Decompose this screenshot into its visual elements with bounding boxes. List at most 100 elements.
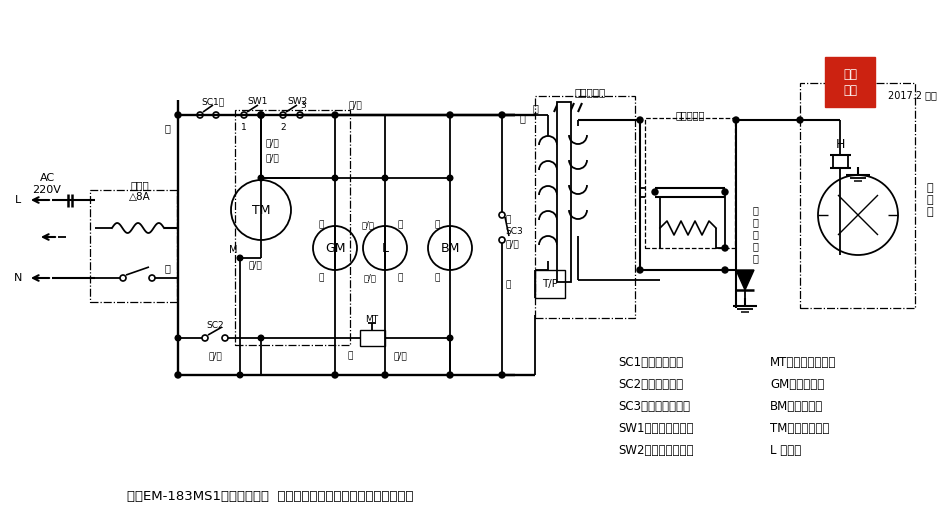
Circle shape xyxy=(637,117,643,123)
Circle shape xyxy=(722,189,728,195)
Text: 磁
控
管: 磁 控 管 xyxy=(926,183,933,217)
Text: 三洋EM-183MS1微波炉电路图  （此电路表示的是开门、非通电状态）: 三洋EM-183MS1微波炉电路图 （此电路表示的是开门、非通电状态） xyxy=(126,491,413,504)
Text: 黄/白: 黄/白 xyxy=(266,138,279,148)
Text: MT：磁控管限温器: MT：磁控管限温器 xyxy=(770,355,836,369)
Bar xyxy=(235,110,350,345)
Text: SC1：门联锁开关: SC1：门联锁开关 xyxy=(618,355,683,369)
Text: SW1: SW1 xyxy=(248,98,268,106)
Circle shape xyxy=(238,255,243,261)
Text: SW2：功率分配开关: SW2：功率分配开关 xyxy=(618,444,694,457)
Circle shape xyxy=(382,175,388,181)
Text: 黄/黄: 黄/黄 xyxy=(364,274,376,282)
Circle shape xyxy=(637,267,643,273)
Text: 棕: 棕 xyxy=(164,123,170,133)
Text: 黄: 黄 xyxy=(434,274,440,282)
Text: SC3：联锁监控开关: SC3：联锁监控开关 xyxy=(618,399,690,412)
Circle shape xyxy=(447,175,453,181)
Circle shape xyxy=(258,112,264,118)
Circle shape xyxy=(258,175,264,181)
Text: 高压变压器: 高压变压器 xyxy=(575,87,606,97)
Text: 吊史
助解: 吊史 助解 xyxy=(843,67,857,97)
Bar xyxy=(90,190,177,302)
Circle shape xyxy=(258,335,264,341)
Text: 2017.2 绘制: 2017.2 绘制 xyxy=(888,90,937,100)
Text: L ：炉灯: L ：炉灯 xyxy=(770,444,801,457)
Text: M: M xyxy=(229,245,237,255)
Circle shape xyxy=(722,245,728,251)
Circle shape xyxy=(499,112,505,118)
Text: AC: AC xyxy=(40,173,54,183)
Circle shape xyxy=(238,372,243,378)
Text: 黄: 黄 xyxy=(318,274,324,282)
Text: L: L xyxy=(382,242,389,255)
Text: 1: 1 xyxy=(241,124,247,133)
Text: SC1黄: SC1黄 xyxy=(201,98,224,106)
Text: BM: BM xyxy=(440,242,460,255)
Text: 黑: 黑 xyxy=(505,216,510,224)
Circle shape xyxy=(332,175,338,181)
Text: 白/黑: 白/黑 xyxy=(505,240,519,248)
Text: TM: TM xyxy=(252,204,270,217)
Text: 橙: 橙 xyxy=(519,113,525,123)
Text: BM：风扇电机: BM：风扇电机 xyxy=(770,399,824,412)
Text: 高: 高 xyxy=(752,205,758,215)
Text: 3: 3 xyxy=(300,101,306,110)
Text: L: L xyxy=(15,195,21,205)
Text: SC2: SC2 xyxy=(206,321,224,329)
Circle shape xyxy=(175,112,181,118)
Text: 白: 白 xyxy=(434,220,440,230)
Circle shape xyxy=(733,117,739,123)
Text: 蓝: 蓝 xyxy=(164,263,170,273)
Bar xyxy=(535,270,565,298)
Circle shape xyxy=(332,372,338,378)
Circle shape xyxy=(175,372,181,378)
Bar xyxy=(645,118,735,248)
Bar xyxy=(557,102,571,282)
Text: N: N xyxy=(14,273,22,283)
Text: H: H xyxy=(835,138,845,151)
Circle shape xyxy=(175,335,180,341)
Text: 黄/棕: 黄/棕 xyxy=(208,351,222,361)
Text: 橙: 橙 xyxy=(532,103,538,113)
Text: GM：转盘电机: GM：转盘电机 xyxy=(770,377,825,390)
Text: 棕: 棕 xyxy=(348,351,352,361)
Text: 管: 管 xyxy=(752,253,758,263)
Text: 白: 白 xyxy=(318,220,324,230)
Bar xyxy=(360,330,385,346)
Circle shape xyxy=(447,112,453,118)
Text: 白: 白 xyxy=(397,220,403,230)
Circle shape xyxy=(332,112,338,118)
Text: 黄/黑: 黄/黑 xyxy=(393,351,407,361)
Circle shape xyxy=(722,267,728,273)
Circle shape xyxy=(499,372,505,378)
Text: 黄/白: 黄/白 xyxy=(362,220,374,230)
Text: 橙/黑: 橙/黑 xyxy=(266,153,279,162)
Text: 二: 二 xyxy=(752,229,758,239)
Text: 2: 2 xyxy=(280,124,286,133)
Circle shape xyxy=(382,372,388,378)
Text: 白: 白 xyxy=(505,280,510,290)
Bar xyxy=(825,57,875,107)
Text: 压: 压 xyxy=(752,217,758,227)
Text: MT: MT xyxy=(366,315,378,325)
Polygon shape xyxy=(736,270,754,290)
Text: T/P: T/P xyxy=(542,279,558,289)
Text: 橙/黑: 橙/黑 xyxy=(348,101,362,110)
Text: SC3: SC3 xyxy=(505,228,522,236)
Text: SW2: SW2 xyxy=(287,98,307,106)
Circle shape xyxy=(797,117,803,123)
Text: SW1：定时器主开关: SW1：定时器主开关 xyxy=(618,421,694,434)
Text: 高压电容器: 高压电容器 xyxy=(675,110,705,120)
Text: TM：定时器电机: TM：定时器电机 xyxy=(770,421,829,434)
Text: GM: GM xyxy=(325,242,345,255)
Bar xyxy=(535,96,635,318)
Text: 黄/蓝: 黄/蓝 xyxy=(248,260,262,269)
Text: 黄: 黄 xyxy=(397,274,403,282)
Circle shape xyxy=(447,335,453,341)
Text: SC2：门感应开关: SC2：门感应开关 xyxy=(618,377,683,390)
Text: 220V: 220V xyxy=(32,185,62,195)
Text: 极: 极 xyxy=(752,241,758,251)
Text: 熔断器: 熔断器 xyxy=(130,180,149,190)
Bar xyxy=(800,83,915,308)
Text: △8A: △8A xyxy=(129,192,151,202)
